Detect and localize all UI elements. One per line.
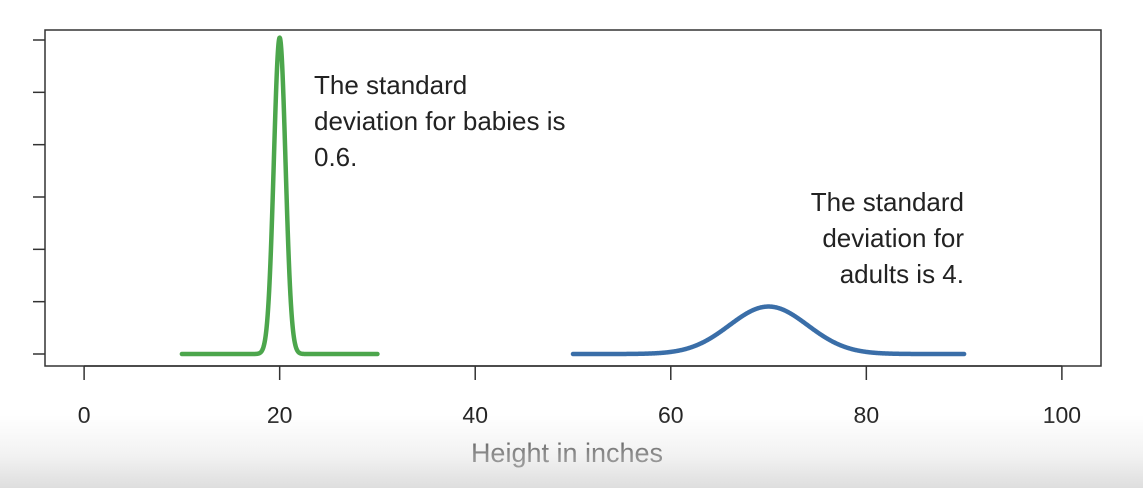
annotation-adults: The standard deviation for adults is 4. — [811, 187, 965, 289]
x-axis: 0 20 40 60 80 100 — [78, 365, 1081, 428]
y-axis — [33, 39, 45, 355]
annotation-line: deviation for babies is — [314, 106, 565, 136]
x-axis-label: Height in inches — [471, 438, 663, 468]
x-tick-label: 0 — [78, 402, 91, 428]
series-layer — [179, 35, 967, 357]
series-line — [179, 35, 380, 357]
x-tick-label: 80 — [854, 402, 880, 428]
annotation-line: The standard — [811, 187, 964, 217]
x-tick-label: 40 — [462, 402, 488, 428]
annotation-layer: The standard deviation for babies is 0.6.T… — [314, 70, 964, 289]
series-line — [570, 304, 967, 357]
x-tick-label: 20 — [267, 402, 293, 428]
annotation-babies: The standard deviation for babies is 0.6. — [314, 70, 565, 172]
annotation-line: deviation for — [822, 223, 964, 253]
annotation-line: 0.6. — [314, 142, 357, 172]
x-tick-label: 60 — [658, 402, 684, 428]
annotation-line: adults is 4. — [840, 259, 964, 289]
x-tick-label: 100 — [1043, 402, 1081, 428]
annotation-line: The standard — [314, 70, 467, 100]
